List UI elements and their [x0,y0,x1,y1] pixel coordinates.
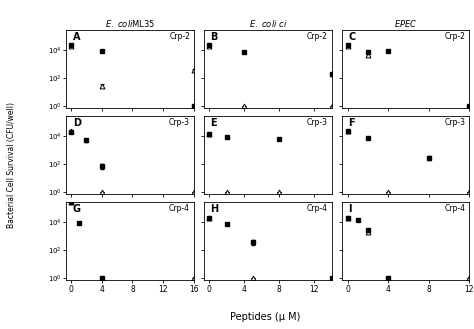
Text: Crp-2: Crp-2 [307,32,328,41]
Title: $\it{EPEC}$: $\it{EPEC}$ [394,18,417,29]
Text: Crp-4: Crp-4 [307,204,328,213]
Text: F: F [348,118,355,128]
Text: G: G [73,204,81,214]
Text: I: I [348,204,352,214]
Text: Bacterial Cell Survival (CFU/well): Bacterial Cell Survival (CFU/well) [8,102,16,227]
Text: E: E [210,118,217,128]
Text: C: C [348,32,356,42]
Text: Crp-3: Crp-3 [169,118,190,127]
Text: Crp-3: Crp-3 [307,118,328,127]
Text: Crp-2: Crp-2 [445,32,465,41]
Text: Crp-4: Crp-4 [445,204,465,213]
Text: Crp-4: Crp-4 [169,204,190,213]
Title: $\it{E.\ coli}$ML35: $\it{E.\ coli}$ML35 [105,18,155,29]
Text: B: B [210,32,218,42]
Text: H: H [210,204,219,214]
Title: $\it{E.\ coli\ ci}$: $\it{E.\ coli\ ci}$ [249,18,287,29]
Text: Crp-2: Crp-2 [169,32,190,41]
Text: Peptides (μ M): Peptides (μ M) [230,313,301,322]
Text: D: D [73,118,81,128]
Text: A: A [73,32,80,42]
Text: Crp-3: Crp-3 [445,118,465,127]
